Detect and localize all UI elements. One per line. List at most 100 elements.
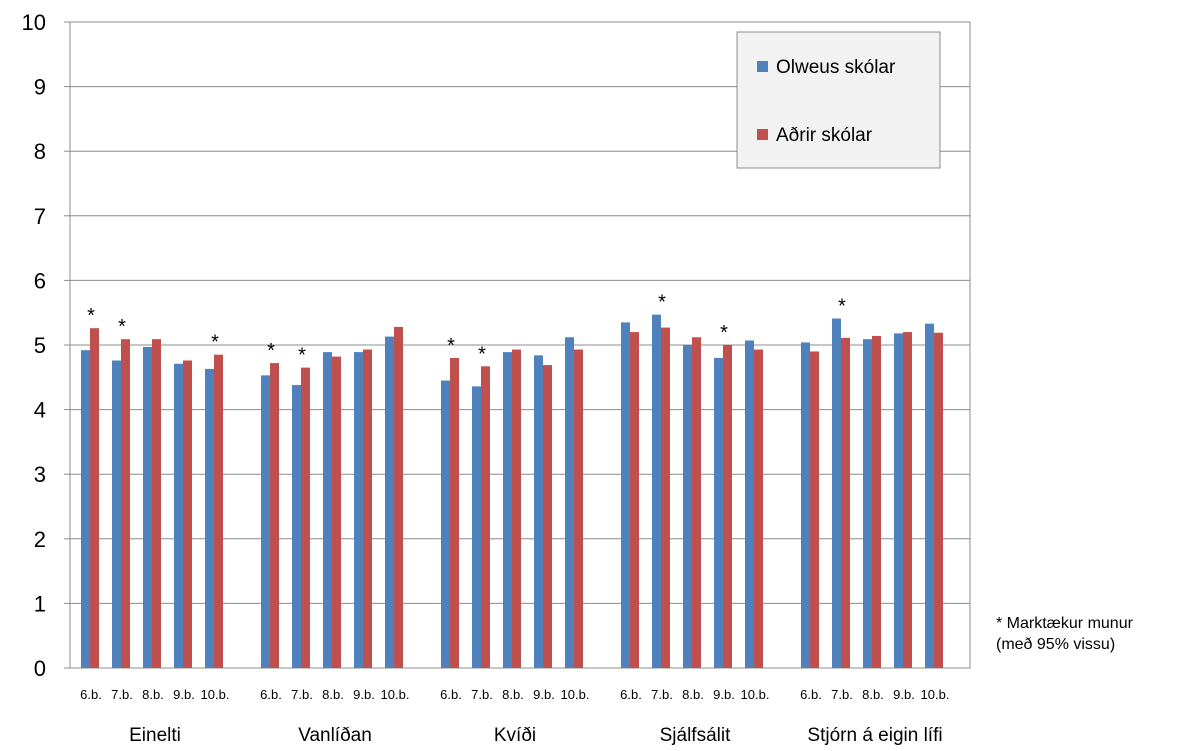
bar-olweus [745,340,754,668]
bar-olweus [621,322,630,668]
y-tick-label: 6 [34,268,46,293]
x-tick-label: 7.b. [471,687,493,702]
y-tick-label: 9 [34,75,46,100]
group-label: Kvíði [494,725,536,746]
y-tick-label: 4 [34,398,46,423]
bar-olweus [323,352,332,668]
bar-olweus [683,345,692,668]
x-tick-label: 10.b. [741,687,770,702]
bar-adrir [183,360,192,668]
bar-olweus [801,342,810,668]
y-tick-label: 3 [34,462,46,487]
legend-swatch-adrir [757,129,768,140]
y-tick-label: 0 [34,656,46,681]
bar-adrir [152,339,161,668]
bar-olweus [925,323,934,668]
group-labels: Einelti Vanlíðan Kvíði Sjálfsálit Stjórn á e… [129,725,942,746]
bar-adrir [872,335,881,668]
x-tick-label: 6.b. [800,687,822,702]
group-label: Vanlíðan [298,725,372,746]
significance-star: * [478,343,486,365]
note-line-1: * Marktækur munur [996,615,1133,632]
x-tick-label: 8.b. [862,687,884,702]
bar-olweus [261,375,270,668]
group-label: Sjálfsálit [660,725,731,746]
y-tick-label: 5 [34,333,46,358]
bar-olweus [385,336,394,668]
bar-adrir [574,349,583,668]
bar-adrir [841,337,850,668]
bar-olweus [112,360,121,668]
significance-note: * Marktækur munur (með 95% vissu) [996,615,1196,654]
bar-adrir [692,337,701,668]
bars [81,314,943,668]
significance-star: * [658,292,666,314]
bar-olweus [714,357,723,668]
legend: Olweus skólar Aðrir skólar [736,31,941,169]
bar-adrir [394,326,403,668]
bar-adrir [661,327,670,668]
x-tick-label: 6.b. [260,687,282,702]
x-tick-label: 7.b. [651,687,673,702]
x-axis-ticks: 6.b. 7.b. 8.b. 9.b. 10.b. 6.b. 7.b. 8.b. 9.b. 10.… [80,687,949,702]
y-tick-label: 2 [34,527,46,552]
x-tick-label: 7.b. [831,687,853,702]
bar-adrir [450,357,459,668]
note-line-2: (með 95% vissu) [996,636,1116,653]
x-tick-label: 7.b. [291,687,313,702]
group-label: Stjórn á eigin lífi [807,725,942,746]
significance-star: * [211,332,219,354]
x-tick-label: 10.b. [561,687,590,702]
bar-olweus [143,346,152,668]
bar-olweus [205,368,214,668]
x-tick-label: 10.b. [381,687,410,702]
x-tick-label: 6.b. [80,687,102,702]
bar-olweus [503,352,512,668]
bar-olweus [472,386,481,668]
bar-olweus [832,318,841,668]
bar-olweus [894,333,903,668]
bar-adrir [903,332,912,668]
bar-olweus [354,352,363,668]
significance-markers: * * * * * * * * * * [87,292,846,367]
bar-adrir [810,351,819,668]
y-tick-label: 8 [34,139,46,164]
bar-adrir [723,345,732,668]
x-tick-label: 9.b. [893,687,915,702]
y-tick-label: 1 [34,591,46,616]
significance-star: * [720,322,728,344]
bar-olweus [863,339,872,668]
x-tick-label: 8.b. [142,687,164,702]
bar-olweus [81,350,90,668]
bar-adrir [90,328,99,668]
x-tick-label: 9.b. [533,687,555,702]
significance-star: * [118,316,126,338]
group-label: Einelti [129,725,181,746]
x-tick-label: 9.b. [713,687,735,702]
x-tick-label: 8.b. [682,687,704,702]
x-tick-label: 6.b. [440,687,462,702]
x-tick-label: 10.b. [201,687,230,702]
legend-label-olweus: Olweus skólar [776,57,896,78]
bar-adrir [754,349,763,668]
significance-star: * [447,335,455,357]
bar-olweus [534,355,543,668]
bar-adrir [270,363,279,668]
x-tick-label: 9.b. [353,687,375,702]
legend-label-adrir: Aðrir skólar [776,125,873,146]
y-axis-ticks: 0 1 2 3 4 5 6 7 8 9 10 [22,10,46,681]
bar-adrir [363,349,372,668]
bar-olweus [441,380,450,668]
bar-adrir [301,367,310,668]
x-tick-label: 10.b. [921,687,950,702]
significance-star: * [838,296,846,318]
bar-adrir [543,365,552,668]
bar-adrir [121,339,130,668]
x-tick-label: 8.b. [322,687,344,702]
x-tick-label: 8.b. [502,687,524,702]
bar-adrir [630,332,639,668]
bar-adrir [934,332,943,668]
significance-star: * [87,305,95,327]
legend-box [736,31,941,169]
